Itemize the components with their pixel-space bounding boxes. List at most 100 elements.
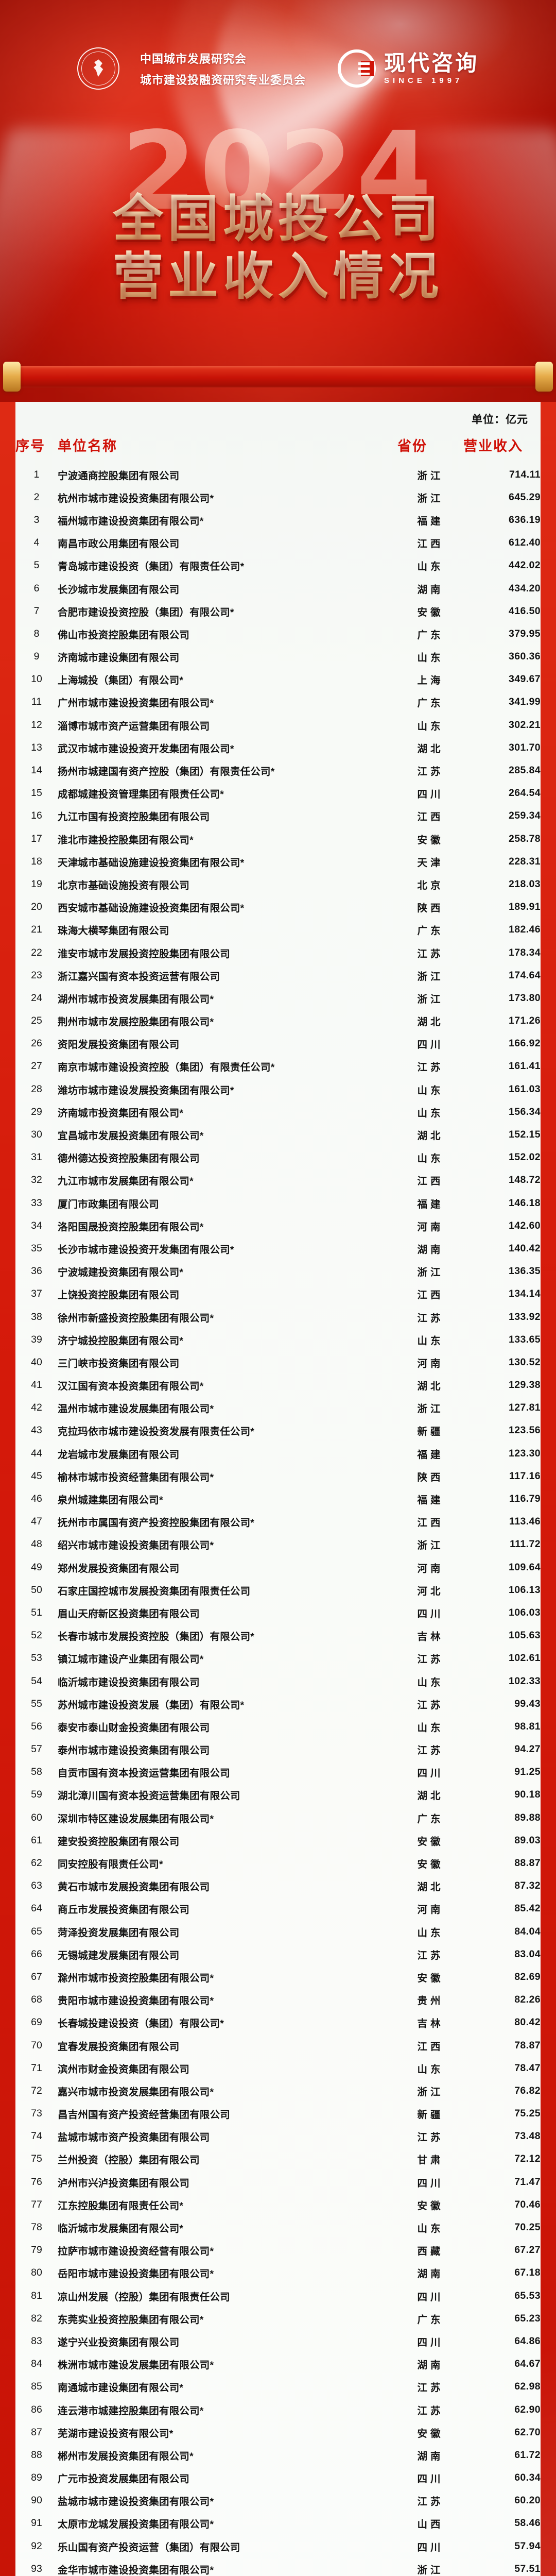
cell-province: 福建 — [417, 1198, 444, 1210]
cell-province: 河北 — [417, 1585, 444, 1597]
cell-province: 江西 — [417, 2041, 444, 2053]
cell-revenue: 140.42 — [508, 1242, 541, 1254]
cell-province: 湖南 — [417, 2360, 444, 2371]
cell-revenue: 109.64 — [508, 1561, 541, 1573]
table-row: 45 榆林市城市投资经营集团有限公司* 陕西 117.16 — [15, 1465, 541, 1487]
cell-company-name: 郑州发展投资集团有限公司 — [58, 1563, 180, 1574]
table-row: 61 建安投资控股集团有限公司 安徽 89.03 — [15, 1829, 541, 1852]
cell-company-name: 商丘市发展投资集团有限公司 — [58, 1904, 190, 1916]
cell-company-name: 镇江城市建设产业集团有限公司* — [58, 1654, 204, 1666]
table-row: 6 长沙城市发展集团有限公司 湖南 434.20 — [15, 577, 541, 600]
table-row: 8 佛山市投资控股集团有限公司 广东 379.95 — [15, 622, 541, 645]
table-row: 72 嘉兴市城市投资发展集团有限公司* 浙江 76.82 — [15, 2079, 541, 2102]
cell-company-name: 太原市龙城发展投资集团有限公司* — [58, 2519, 214, 2531]
cell-company-name: 泉州城建集团有限公司* — [58, 1495, 163, 1506]
cell-province: 山东 — [417, 1676, 444, 1688]
cell-index: 9 — [33, 651, 40, 663]
cell-company-name: 长沙城市发展集团有限公司 — [58, 584, 180, 596]
cell-index: 22 — [31, 946, 42, 958]
cell-index: 24 — [31, 992, 42, 1004]
cell-index: 30 — [31, 1129, 42, 1141]
cell-revenue: 152.15 — [508, 1129, 541, 1141]
cell-revenue: 102.33 — [508, 1675, 541, 1687]
cell-company-name: 青岛城市建设投资（集团）有限责任公司* — [58, 561, 245, 573]
hero-title-line-2: 营业收入情况 — [0, 248, 556, 306]
table-row: 93 金华市城市建设投资集团有限公司* 浙江 57.51 — [15, 2557, 541, 2576]
cell-index: 16 — [31, 810, 42, 822]
cell-province: 山东 — [417, 1084, 444, 1096]
column-header-revenue: 营业收入 — [463, 438, 523, 454]
cell-province: 河南 — [417, 1904, 444, 1916]
cell-company-name: 三门峡市投资集团有限公司 — [58, 1358, 180, 1369]
cell-revenue: 645.29 — [508, 491, 541, 503]
cell-province: 山东 — [417, 1107, 444, 1119]
table-row: 7 合肥市建设投资控股（集团）有限公司* 安徽 416.50 — [15, 600, 541, 622]
cell-revenue: 285.84 — [508, 765, 541, 776]
table-row: 14 扬州市城建国有资产控股（集团）有限责任公司* 江苏 285.84 — [15, 759, 541, 782]
cell-province: 四川 — [417, 1768, 444, 1780]
table-row: 3 福州城市建设投资集团有限公司* 福建 636.19 — [15, 509, 541, 531]
cell-company-name: 湖州市城市投资发展集团有限公司* — [58, 993, 214, 1005]
table-row: 2 杭州市城市建设投资集团有限公司* 浙江 645.29 — [15, 486, 541, 509]
cell-company-name: 徐州市新盛投资控股集团有限公司* — [58, 1312, 214, 1324]
cell-revenue: 127.81 — [508, 1402, 541, 1414]
cell-province: 浙江 — [417, 493, 444, 504]
cell-province: 山东 — [417, 2223, 444, 2235]
cell-province: 江西 — [417, 538, 444, 550]
table-row: 17 淮北市建投控股集团有限公司* 安徽 258.78 — [15, 827, 541, 850]
cell-province: 陕西 — [417, 1471, 444, 1483]
cell-index: 4 — [33, 537, 40, 549]
cell-index: 66 — [31, 1948, 42, 1960]
cell-index: 40 — [31, 1356, 42, 1368]
cell-index: 29 — [31, 1106, 42, 1117]
cell-company-name: 嘉兴市城市投资发展集团有限公司* — [58, 2086, 214, 2098]
association-name-block: 中国城市发展研究会 城市建设投融资研究专业委员会 — [140, 50, 306, 88]
cell-province: 四川 — [417, 2541, 444, 2553]
cell-index: 15 — [31, 787, 42, 799]
cell-province: 江苏 — [417, 1950, 444, 1961]
table-row: 84 株洲市城市建设发展集团有限公司* 湖南 64.67 — [15, 2353, 541, 2376]
table-row: 41 汉江国有资本投资集团有限公司* 湖北 129.38 — [15, 1374, 541, 1397]
cell-company-name: 自贡市国有资本投资运营集团有限公司 — [58, 1768, 230, 1780]
cell-province: 山东 — [417, 1722, 444, 1734]
cell-province: 浙江 — [417, 971, 444, 982]
cell-revenue: 152.02 — [508, 1151, 541, 1163]
table-row: 59 湖北漳川国有资本投资运营集团有限公司 湖北 90.18 — [15, 1784, 541, 1806]
table-row: 68 贵阳市城市建设投资集团有限公司* 贵州 82.26 — [15, 1989, 541, 2011]
cell-revenue: 75.25 — [514, 2108, 541, 2120]
cell-province: 广东 — [417, 2314, 444, 2326]
cell-revenue: 88.87 — [514, 1857, 541, 1869]
cell-company-name: 拉萨市城市建设投资经营有限公司* — [58, 2246, 214, 2258]
cell-province: 北京 — [417, 879, 444, 891]
cell-province: 江西 — [417, 811, 444, 823]
table-row: 76 泸州市兴泸投资集团有限公司 四川 71.47 — [15, 2171, 541, 2193]
cell-index: 87 — [31, 2426, 42, 2438]
cell-index: 12 — [31, 719, 42, 731]
cell-company-name: 福州城市建设投资集团有限公司* — [58, 515, 204, 527]
brand-text-block: 现代咨询 SINCE 1997 — [384, 52, 479, 85]
cell-index: 34 — [31, 1219, 42, 1231]
cell-revenue: 78.87 — [514, 2039, 541, 2051]
table-row: 86 连云港市城建控股集团有限公司* 江苏 62.90 — [15, 2398, 541, 2421]
table-row: 25 荆州市城市发展控股集团有限公司* 湖北 171.26 — [15, 1010, 541, 1032]
cell-province: 西藏 — [417, 2246, 444, 2258]
cell-province: 浙江 — [417, 1403, 444, 1415]
cell-province: 山东 — [417, 2063, 444, 2075]
cell-company-name: 杭州市城市建设投资集团有限公司* — [58, 493, 214, 504]
table-row: 32 九江市城市发展集团有限公司* 江西 148.72 — [15, 1169, 541, 1192]
cell-province: 新疆 — [417, 2109, 444, 2121]
cell-index: 84 — [31, 2358, 42, 2370]
cell-revenue: 71.47 — [514, 2176, 541, 2188]
cell-province: 广东 — [417, 698, 444, 709]
cell-company-name: 盐城市城市资产投资集团有限公司 — [58, 2132, 210, 2144]
table-row: 20 西安城市基础设施建设投资集团有限公司* 陕西 189.91 — [15, 896, 541, 919]
cell-index: 19 — [31, 878, 42, 890]
cell-index: 57 — [31, 1743, 42, 1755]
hero-title-line-1: 全国城投公司 — [0, 190, 556, 248]
cell-revenue: 73.48 — [514, 2130, 541, 2142]
table-row: 1 宁波通商控股集团有限公司 浙江 714.11 — [15, 463, 541, 486]
cell-revenue: 113.46 — [509, 1516, 541, 1528]
table-row: 49 郑州发展投资集团有限公司 河南 109.64 — [15, 1556, 541, 1579]
table-row: 47 抚州市市属国有资产投资控股集团有限公司* 江西 113.46 — [15, 1511, 541, 1533]
cell-company-name: 郴州市发展投资集团有限公司* — [58, 2450, 194, 2462]
